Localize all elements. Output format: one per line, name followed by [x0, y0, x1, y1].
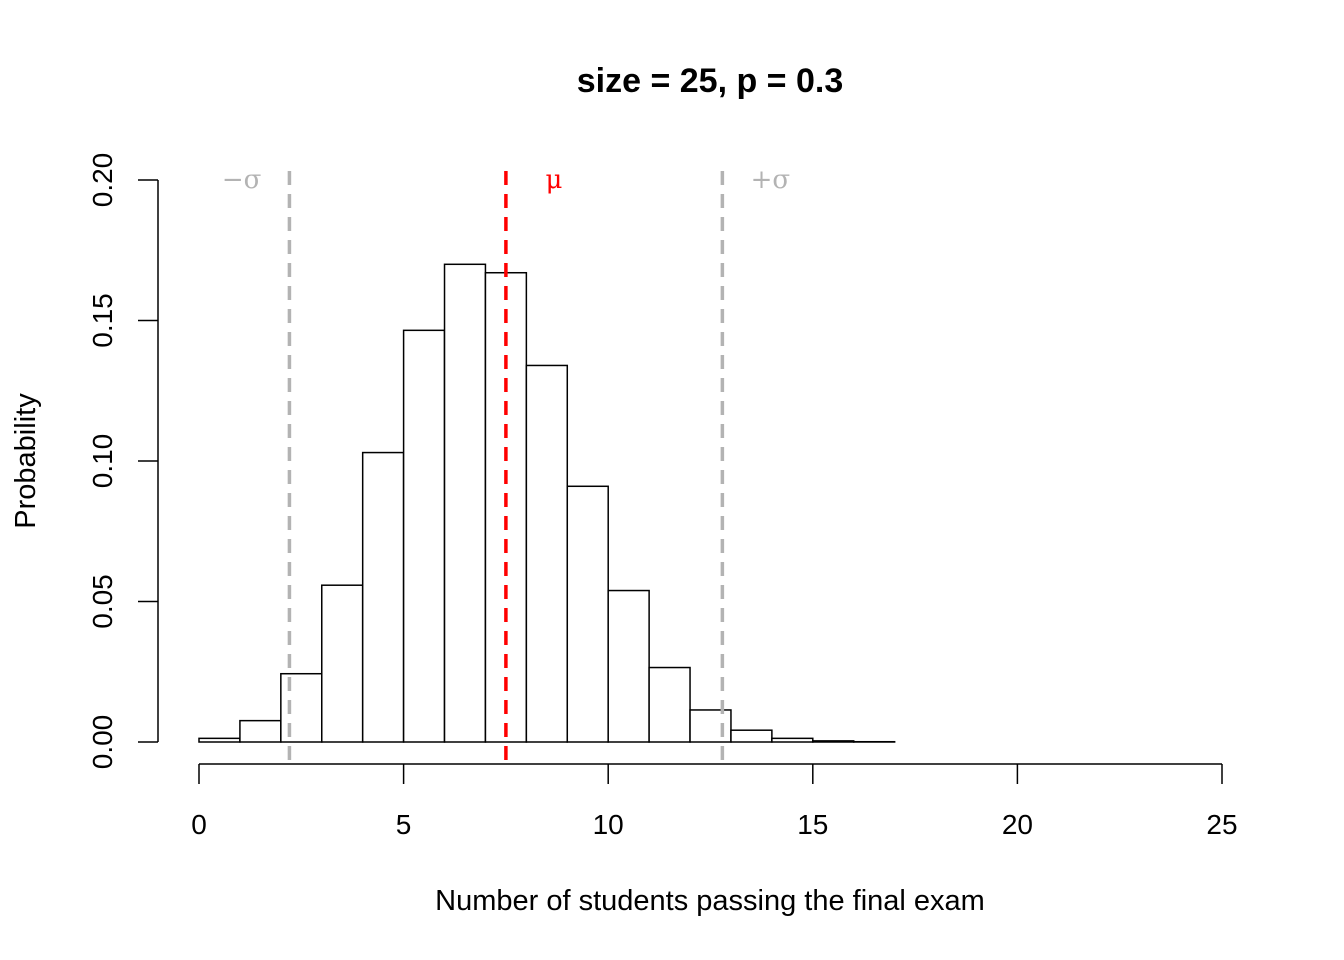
x-tick-label-0: 0 — [191, 809, 207, 840]
y-tick-label-2: 0.10 — [87, 434, 118, 489]
histogram-bar-4 — [361, 451, 405, 743]
histogram-bar-6 — [443, 263, 487, 743]
x-tick-label-4: 20 — [1002, 809, 1033, 840]
plus-sigma-label: +σ — [751, 165, 791, 195]
histogram-bar-10 — [607, 589, 650, 743]
y-tick-label-3: 0.15 — [87, 293, 118, 348]
chart-title: size = 25, p = 0.3 — [577, 62, 844, 100]
y-tick-label-1: 0.05 — [87, 574, 118, 629]
x-tick-label-1: 5 — [396, 809, 412, 840]
histogram-bar-5 — [402, 329, 446, 743]
mu-label: μ — [545, 165, 562, 195]
histogram-bar-13 — [730, 729, 773, 743]
histogram-bar-14 — [771, 737, 814, 743]
histogram-bar-8 — [525, 364, 569, 743]
y-axis: 0.00 0.05 0.10 0.15 0.20 — [87, 153, 159, 770]
histogram-bar-0 — [198, 737, 241, 743]
x-axis: 0 5 10 15 20 25 — [191, 763, 1238, 840]
y-axis-label: Probability — [10, 393, 42, 529]
histogram-bar-12 — [689, 709, 732, 743]
histogram-bar-2 — [280, 672, 323, 743]
histogram-bar-9 — [566, 485, 609, 743]
x-tick-label-3: 15 — [797, 809, 828, 840]
histogram-bar-11 — [648, 666, 691, 743]
x-tick-label-5: 25 — [1206, 809, 1237, 840]
bars-group — [198, 263, 896, 743]
x-axis-label: Number of students passing the final exa… — [435, 885, 985, 917]
histogram-bar-15 — [812, 740, 855, 743]
x-tick-label-2: 10 — [593, 809, 624, 840]
histogram-bar-3 — [321, 584, 364, 743]
minus-sigma-label: −σ — [222, 165, 262, 195]
y-tick-label-0: 0.00 — [87, 715, 118, 770]
y-tick-label-4: 0.20 — [87, 153, 118, 208]
reference-lines-group: −σ μ +σ — [222, 165, 790, 764]
histogram-bar-1 — [239, 719, 282, 743]
